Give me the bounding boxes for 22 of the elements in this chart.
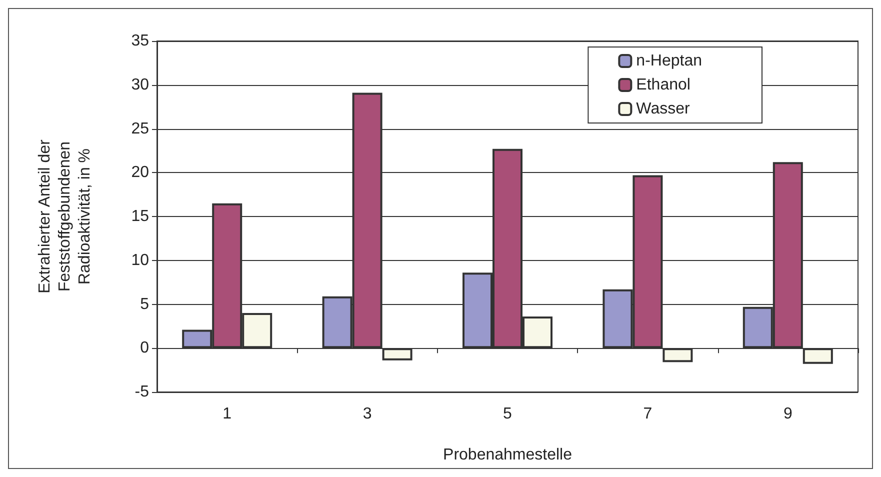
bar [802,348,833,364]
y-tick-label: -5 [134,384,150,400]
x-tick-label: 9 [783,406,792,422]
y-tick-label: 0 [140,340,150,357]
x-tick-label: 3 [362,406,372,422]
y-tick-label: 25 [131,120,150,138]
legend-label: Ethanol [636,76,690,94]
y-tick-label: 5 [140,296,150,313]
bar [382,348,412,360]
y-tick-label: 35 [131,32,150,50]
y-tick-label: 30 [131,76,150,94]
x-axis-title: Probenahmestelle [443,446,572,464]
y-tick-label: 20 [131,164,150,182]
legend-label: Wasser [636,100,690,118]
x-tick-label: 7 [643,406,652,422]
x-tick-label: 5 [503,406,512,422]
bar [662,348,693,362]
y-tick-label: 15 [131,208,150,225]
y-axis-title: Extrahierter Anteil der Feststoffgebundenen Radioaktivität, in % [36,138,94,294]
x-tick-label: 1 [222,406,232,422]
y-tick-label: 10 [131,252,150,269]
legend-label: n-Heptan [636,52,702,70]
